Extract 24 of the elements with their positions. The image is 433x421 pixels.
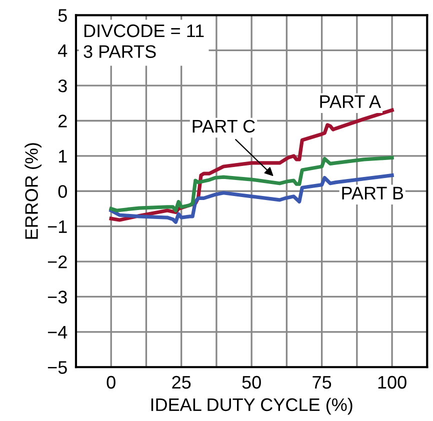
y-tick-label: −5	[48, 361, 67, 374]
y-tick-label: 1	[58, 150, 67, 162]
y-tick-label: 5	[58, 9, 67, 22]
series-label: PART A	[320, 95, 381, 108]
text: PART C	[192, 120, 255, 133]
series-label: PART B	[342, 186, 404, 200]
x-tick-label: 0	[106, 376, 116, 389]
y-tick-label: 0	[58, 185, 67, 198]
y-tick-label: −4	[48, 326, 68, 338]
y-tick-label: −1	[48, 220, 67, 233]
x-tick-label: 25	[172, 376, 191, 389]
x-tick-label: 100	[378, 376, 406, 389]
y-tick-label: −3	[48, 290, 67, 304]
x-tick-label: 75	[312, 376, 332, 389]
y-tick-label: −2	[48, 255, 67, 268]
line-series	[109, 173, 394, 224]
x-tick-label: 50	[242, 376, 261, 389]
line-series	[109, 156, 394, 212]
x-axis-title: IDEAL DUTY CYCLE (%)	[151, 398, 352, 415]
y-tick-label: 3	[58, 79, 67, 92]
y-tick-label: 4	[58, 44, 68, 57]
y-tick-label: 2	[58, 114, 67, 128]
y-axis-title: ERROR (%)	[24, 143, 42, 239]
annotation: DIVCODE = 11 3 PARTS	[84, 24, 204, 58]
